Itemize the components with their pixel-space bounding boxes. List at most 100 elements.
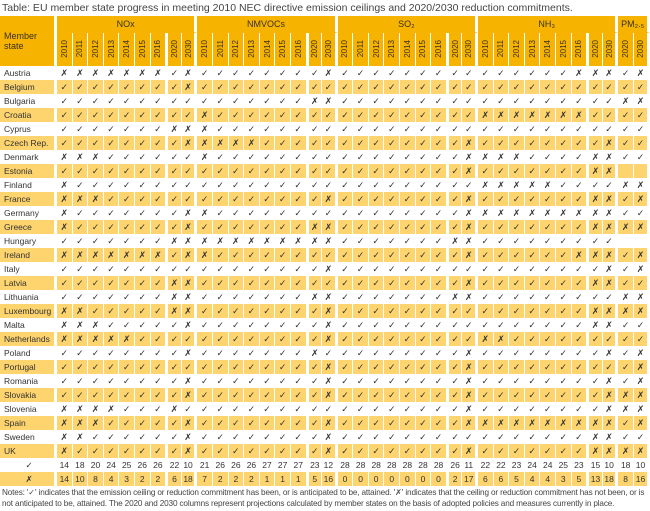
check-mark: ✓: [462, 108, 479, 122]
cross-mark: ✗: [462, 234, 479, 248]
check-mark: ✓: [353, 402, 369, 416]
check-mark: ✓: [135, 178, 151, 192]
check-mark: ✓: [244, 416, 260, 430]
check-mark: ✓: [524, 332, 541, 346]
year-header-nox-2016: 2016: [150, 33, 167, 66]
check-mark: ✓: [275, 346, 291, 360]
cross-mark: ✗: [633, 220, 650, 234]
check-mark: ✓: [260, 122, 276, 136]
check-mark: ✓: [73, 234, 89, 248]
check-mark: ✓: [540, 430, 556, 444]
check-mark: ✓: [462, 318, 479, 332]
check-mark: ✓: [88, 430, 104, 444]
check-mark: ✓: [431, 304, 447, 318]
check-mark: ✓: [322, 150, 338, 164]
year-header-nmvoc-2010: 2010: [197, 33, 213, 66]
check-mark: ✓: [135, 346, 151, 360]
check-mark: ✓: [322, 122, 338, 136]
check-mark: ✓: [384, 220, 401, 234]
check-mark: ✓: [618, 360, 634, 374]
check-mark: ✓: [57, 346, 73, 360]
cross-mark: ✗: [524, 416, 541, 430]
check-mark: ✓: [134, 220, 151, 234]
check-mark: ✓: [556, 388, 572, 402]
check-mark: ✓: [135, 94, 151, 108]
total-count: 27: [260, 458, 276, 472]
check-mark: ✓: [290, 276, 307, 290]
check-mark: ✓: [493, 360, 510, 374]
check-mark: ✓: [338, 430, 354, 444]
cross-mark: ✗: [634, 402, 650, 416]
check-mark: ✓: [306, 332, 323, 346]
check-mark: ✓: [135, 206, 151, 220]
check-mark: ✓: [260, 430, 276, 444]
check-mark: ✓: [119, 374, 135, 388]
check-mark: ✓: [197, 80, 213, 94]
check-mark: ✓: [212, 192, 229, 206]
check-mark: ✓: [369, 178, 385, 192]
check-mark: ✓: [494, 94, 510, 108]
check-mark: ✓: [587, 234, 603, 248]
cross-mark: ✗: [540, 416, 556, 430]
check-mark: ✓: [259, 220, 276, 234]
check-mark: ✓: [275, 220, 291, 234]
check-mark: ✓: [151, 150, 167, 164]
check-mark: ✓: [322, 178, 338, 192]
year-label: 2014: [262, 39, 272, 58]
check-mark: ✓: [275, 332, 291, 346]
check-mark: ✓: [525, 290, 541, 304]
check-mark: ✓: [353, 318, 369, 332]
check-mark: ✓: [509, 444, 525, 458]
cross-mark: ✗: [587, 318, 603, 332]
check-mark: ✓: [369, 122, 385, 136]
check-mark: ✓: [446, 66, 463, 80]
cross-mark: ✗: [72, 192, 89, 206]
check-mark: ✓: [446, 276, 463, 290]
check-mark: ✓: [166, 206, 182, 220]
total-count: 4: [103, 472, 120, 486]
total-count: 28: [416, 458, 432, 472]
check-mark: ✓: [540, 80, 556, 94]
check-mark: ✓: [540, 122, 556, 136]
total-not-attained-row: ✗ 14 10 8 4 3 2 2 6 18 7 2 2 2 1 1 1 5 16 0 0 0 0 0 0 0 2 17 6 6 5 4 4 3 5…: [0, 472, 650, 486]
check-mark: ✓: [446, 402, 463, 416]
check-mark: ✓: [493, 220, 510, 234]
check-mark: ✓: [494, 374, 510, 388]
check-mark: ✓: [306, 388, 323, 402]
row-label: Slovenia: [0, 402, 57, 416]
check-mark: ✓: [322, 108, 338, 122]
total-count: 23: [509, 458, 525, 472]
check-mark: ✓: [368, 276, 385, 290]
year-label: 2013: [246, 39, 256, 58]
check-mark: ✓: [119, 164, 135, 178]
check-mark: ✓: [291, 290, 307, 304]
check-mark: ✓: [182, 402, 198, 416]
check-mark: ✓: [166, 318, 182, 332]
check-mark: ✓: [618, 318, 634, 332]
check-mark: ✓: [119, 290, 135, 304]
check-mark: ✓: [572, 402, 588, 416]
check-mark: ✓: [369, 206, 385, 220]
row-label: Germany: [0, 206, 57, 220]
year-label: 2030: [323, 39, 333, 58]
check-mark: ✓: [431, 318, 447, 332]
check-mark: ✓: [494, 402, 510, 416]
check-mark: ✓: [134, 80, 151, 94]
check-mark: ✓: [556, 346, 572, 360]
total-count: 0: [337, 472, 354, 486]
check-mark: ✓: [57, 262, 73, 276]
cross-mark: ✗: [244, 234, 260, 248]
total-count: 0: [384, 472, 401, 486]
table-row: Latvia ✓ ✓ ✓ ✓ ✓ ✓ ✓ ✗ ✗ ✓ ✓ ✓ ✓ ✓ ✓ ✓ ✓ ✓ ✓ ✓ ✓ ✓ ✓ ✓ ✓ ✓ ✗ ✓ ✓ ✓ ✓ ✓ ✓ ✓…: [0, 276, 650, 290]
total-count: 1: [290, 472, 307, 486]
year-label: 2011: [356, 39, 366, 58]
check-mark: ✓: [353, 346, 369, 360]
check-mark: ✓: [587, 374, 603, 388]
check-mark: ✓: [384, 360, 401, 374]
year-header-so2-2020: 2020: [446, 33, 463, 66]
cross-mark: ✗: [151, 66, 167, 80]
check-mark: ✓: [400, 164, 416, 178]
row-label: Slovakia: [0, 388, 57, 402]
row-label: Italy: [0, 262, 57, 276]
cross-mark: ✗: [618, 94, 634, 108]
